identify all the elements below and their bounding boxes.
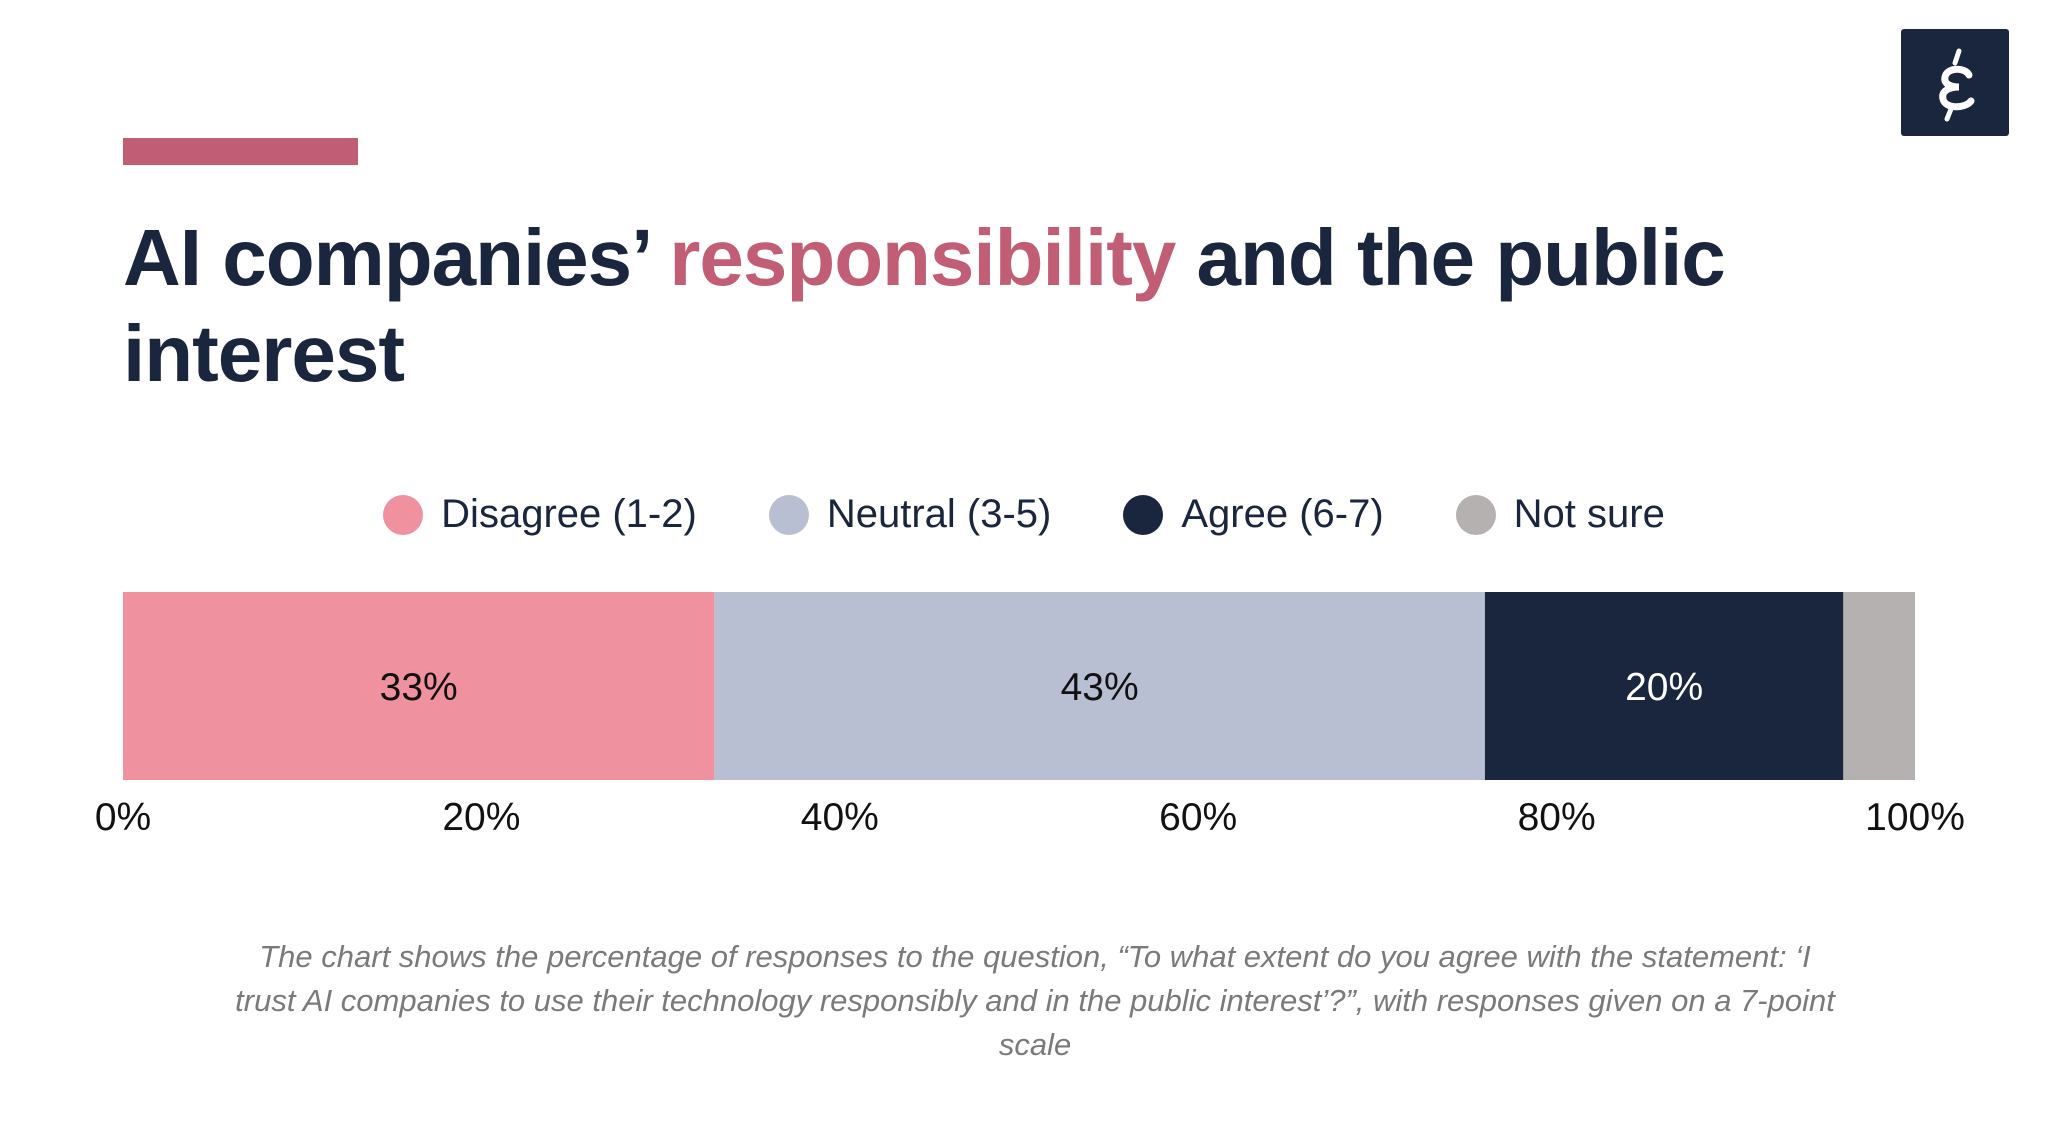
x-tick-label: 0% bbox=[95, 796, 151, 839]
page-title: AI companies’ responsibility and the pub… bbox=[123, 210, 1923, 402]
legend-item: Disagree (1-2) bbox=[383, 492, 697, 537]
bar-segment bbox=[714, 592, 1485, 780]
data-label: 33% bbox=[380, 666, 458, 709]
legend-swatch bbox=[383, 494, 424, 535]
legend-swatch bbox=[768, 494, 809, 535]
x-tick-label: 20% bbox=[442, 796, 520, 839]
legend: Disagree (1-2) Neutral (3-5) Agree (6-7) No… bbox=[0, 492, 2048, 537]
legend-label: Not sure bbox=[1513, 492, 1665, 536]
legend-swatch bbox=[1455, 494, 1496, 535]
bar-segment bbox=[123, 592, 715, 780]
legend-label: Disagree (1-2) bbox=[441, 492, 697, 536]
accent-stripe bbox=[123, 138, 358, 165]
x-tick-label: 80% bbox=[1518, 796, 1596, 839]
legend-swatch bbox=[1123, 494, 1164, 535]
title-part1: AI companies’ bbox=[123, 213, 670, 302]
legend-item: Not sure bbox=[1455, 492, 1665, 537]
chart-caption: The chart shows the percentage of respon… bbox=[235, 939, 1835, 1062]
x-tick-label: 100% bbox=[1865, 796, 1965, 839]
data-label: 43% bbox=[1061, 666, 1139, 709]
bar-segment bbox=[1484, 592, 1844, 780]
data-label: 20% bbox=[1625, 666, 1703, 709]
legend-item: Agree (6-7) bbox=[1123, 492, 1384, 537]
title-part2: and the public interest bbox=[123, 213, 1726, 398]
legend-label: Agree (6-7) bbox=[1181, 492, 1384, 536]
stacked-bar-chart: 33% 43% 20% 0% 20% 40% 60% 80% 100% bbox=[95, 592, 1965, 839]
x-tick-label: 60% bbox=[1159, 796, 1237, 839]
legend-item: Neutral (3-5) bbox=[768, 492, 1052, 537]
logo bbox=[1901, 29, 2009, 136]
greek-epsilon-logo-icon bbox=[1939, 48, 1975, 121]
title-highlight: responsibility bbox=[669, 213, 1176, 302]
bar-segment bbox=[1843, 592, 1915, 780]
legend-label: Neutral (3-5) bbox=[826, 492, 1052, 536]
x-tick-label: 40% bbox=[801, 796, 879, 839]
